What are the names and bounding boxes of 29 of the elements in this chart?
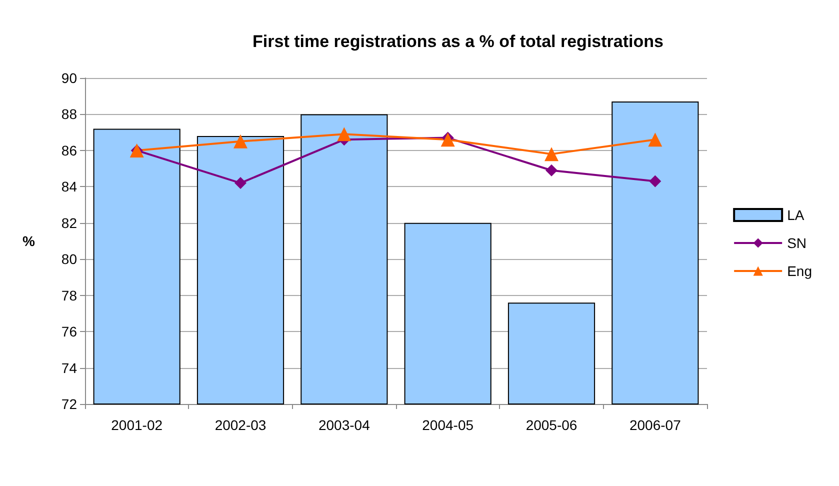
x-tick-label: 2004-05 bbox=[422, 417, 474, 433]
y-tick-label: 90 bbox=[61, 70, 78, 86]
x-tick-label: 2005-06 bbox=[526, 417, 578, 433]
y-tick-label: 74 bbox=[61, 360, 78, 376]
legend-label: LA bbox=[787, 207, 805, 223]
y-tick-label: 72 bbox=[61, 396, 78, 412]
y-tick-label: 78 bbox=[61, 287, 78, 304]
point bbox=[440, 132, 455, 147]
y-tick-label: 86 bbox=[61, 142, 78, 158]
chart-title: First time registrations as a % of total registrations bbox=[252, 32, 664, 51]
x-tick-label: 2006-07 bbox=[629, 417, 682, 433]
point bbox=[649, 175, 662, 188]
y-tick-label: 80 bbox=[61, 251, 78, 268]
x-tick-label: 2001-02 bbox=[111, 417, 163, 433]
point bbox=[546, 164, 558, 176]
point bbox=[234, 177, 246, 190]
y-tick-label: 82 bbox=[61, 214, 78, 231]
legend-label: Eng bbox=[787, 263, 812, 279]
y-tick-label: 88 bbox=[61, 106, 78, 122]
x-tick-label: 2002-03 bbox=[214, 417, 266, 433]
point bbox=[544, 147, 558, 162]
point bbox=[234, 134, 248, 148]
point bbox=[648, 132, 662, 147]
legend-label: SN bbox=[787, 235, 807, 251]
x-tick-label: 2003-04 bbox=[318, 417, 370, 433]
y-tick-label: 84 bbox=[61, 178, 78, 195]
point bbox=[337, 127, 352, 142]
y-tick-label: 76 bbox=[61, 324, 78, 340]
y-axis-title: % bbox=[22, 233, 36, 249]
